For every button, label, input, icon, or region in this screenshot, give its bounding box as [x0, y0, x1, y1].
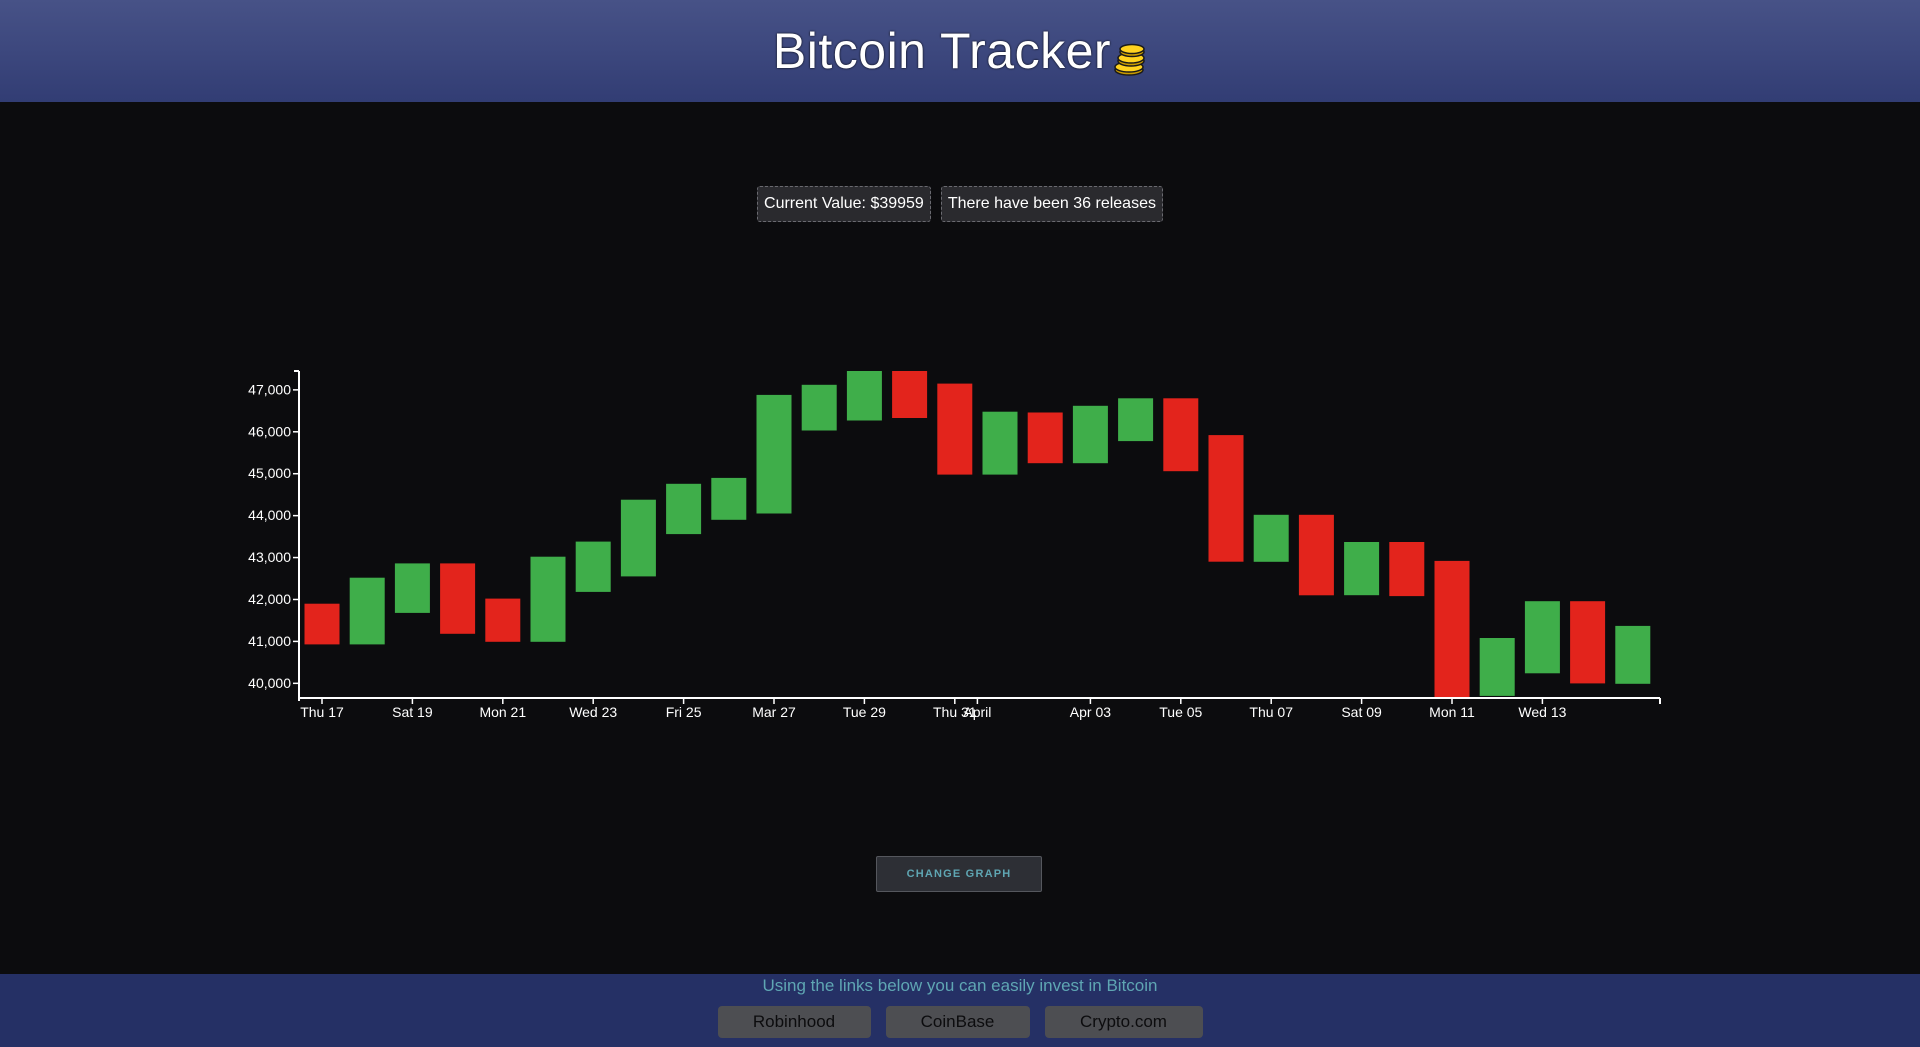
coins-icon — [1113, 34, 1147, 76]
candle-up — [575, 541, 611, 592]
candle-up — [756, 394, 792, 514]
robinhood-link[interactable]: Robinhood — [717, 1006, 871, 1038]
x-tick-label: Thu 07 — [1249, 704, 1293, 720]
candle-down — [304, 603, 340, 645]
candlestick-chart: 40,000 41,000 42,000 43,000 44,000 45,000 46,0… — [248, 370, 1661, 720]
x-tick-label: Thu 31 — [933, 704, 977, 720]
x-tick-label: Wed 23 — [569, 704, 617, 720]
candle-up — [349, 577, 385, 645]
x-tick-label: Sat 19 — [392, 704, 433, 720]
candle-up — [1072, 405, 1108, 464]
candle-up — [394, 563, 430, 613]
x-tick-label: Apr 03 — [1070, 704, 1111, 720]
candle-up — [711, 477, 747, 520]
y-tick-label: 45,000 — [248, 465, 291, 481]
crypto-com-link[interactable]: Crypto.com — [1044, 1006, 1203, 1038]
y-tick-label: 44,000 — [248, 507, 291, 523]
candle-up — [846, 371, 882, 421]
candle-up — [1118, 398, 1154, 442]
candle-down — [1298, 514, 1334, 596]
releases-box: There have been 36 releases — [940, 186, 1163, 222]
candle-down — [440, 563, 476, 634]
candle-down — [1570, 601, 1606, 684]
info-row: Current Value: $39959 There have been 36… — [0, 186, 1920, 222]
candle-down — [1208, 435, 1244, 562]
coinbase-link[interactable]: CoinBase — [885, 1006, 1030, 1038]
candle-down — [892, 371, 928, 418]
y-tick-label: 41,000 — [248, 633, 291, 649]
candle-up — [666, 483, 702, 535]
candle-down — [1389, 542, 1425, 597]
candle-down — [1163, 398, 1199, 472]
candle-down — [485, 598, 521, 642]
x-tick-label: Mon 11 — [1429, 704, 1475, 720]
x-tick-label: Mon 21 — [479, 704, 526, 720]
candle-up — [620, 499, 656, 577]
y-tick-label: 43,000 — [248, 549, 291, 565]
change-graph-button[interactable]: CHANGE GRAPH — [876, 856, 1042, 892]
chart-area: 40,000 41,000 42,000 43,000 44,000 45,000 46,0… — [0, 102, 1920, 974]
y-tick-label: 47,000 — [248, 381, 291, 397]
y-tick-label: 42,000 — [248, 591, 291, 607]
footer-text: Using the links below you can easily inv… — [762, 976, 1158, 995]
y-tick-label: 46,000 — [248, 423, 291, 439]
candle-up — [1524, 601, 1560, 674]
candle-up — [1253, 514, 1289, 562]
candle-down — [1434, 560, 1470, 698]
x-tick-label: Wed 13 — [1518, 704, 1566, 720]
candle-up — [1615, 625, 1651, 684]
footer: Using the links below you can easily inv… — [0, 974, 1920, 1047]
x-tick-label: April — [963, 704, 991, 720]
x-tick-label: Sat 09 — [1341, 704, 1382, 720]
x-tick-label: Mar 27 — [752, 704, 796, 720]
candle-down — [1027, 412, 1063, 464]
candle-up — [801, 384, 837, 431]
candle-down — [937, 383, 973, 475]
app-title: Bitcoin Tracker — [773, 22, 1147, 80]
x-tick-label: Fri 25 — [666, 704, 702, 720]
main-content: 40,000 41,000 42,000 43,000 44,000 45,000 46,0… — [0, 102, 1920, 974]
app-header: Bitcoin Tracker — [0, 0, 1920, 102]
candle-up — [530, 556, 566, 642]
candle-up — [1479, 638, 1515, 696]
candle-up — [982, 411, 1018, 475]
y-tick-label: 40,000 — [248, 675, 291, 691]
footer-links: Robinhood CoinBase Crypto.com — [0, 1006, 1920, 1038]
candle-up — [1344, 542, 1380, 596]
x-tick-label: Tue 29 — [843, 704, 886, 720]
x-tick-label: Thu 17 — [300, 704, 344, 720]
current-value-box: Current Value: $39959 — [757, 186, 931, 222]
x-tick-label: Tue 05 — [1159, 704, 1202, 720]
app-title-text: Bitcoin Tracker — [772, 23, 1112, 79]
